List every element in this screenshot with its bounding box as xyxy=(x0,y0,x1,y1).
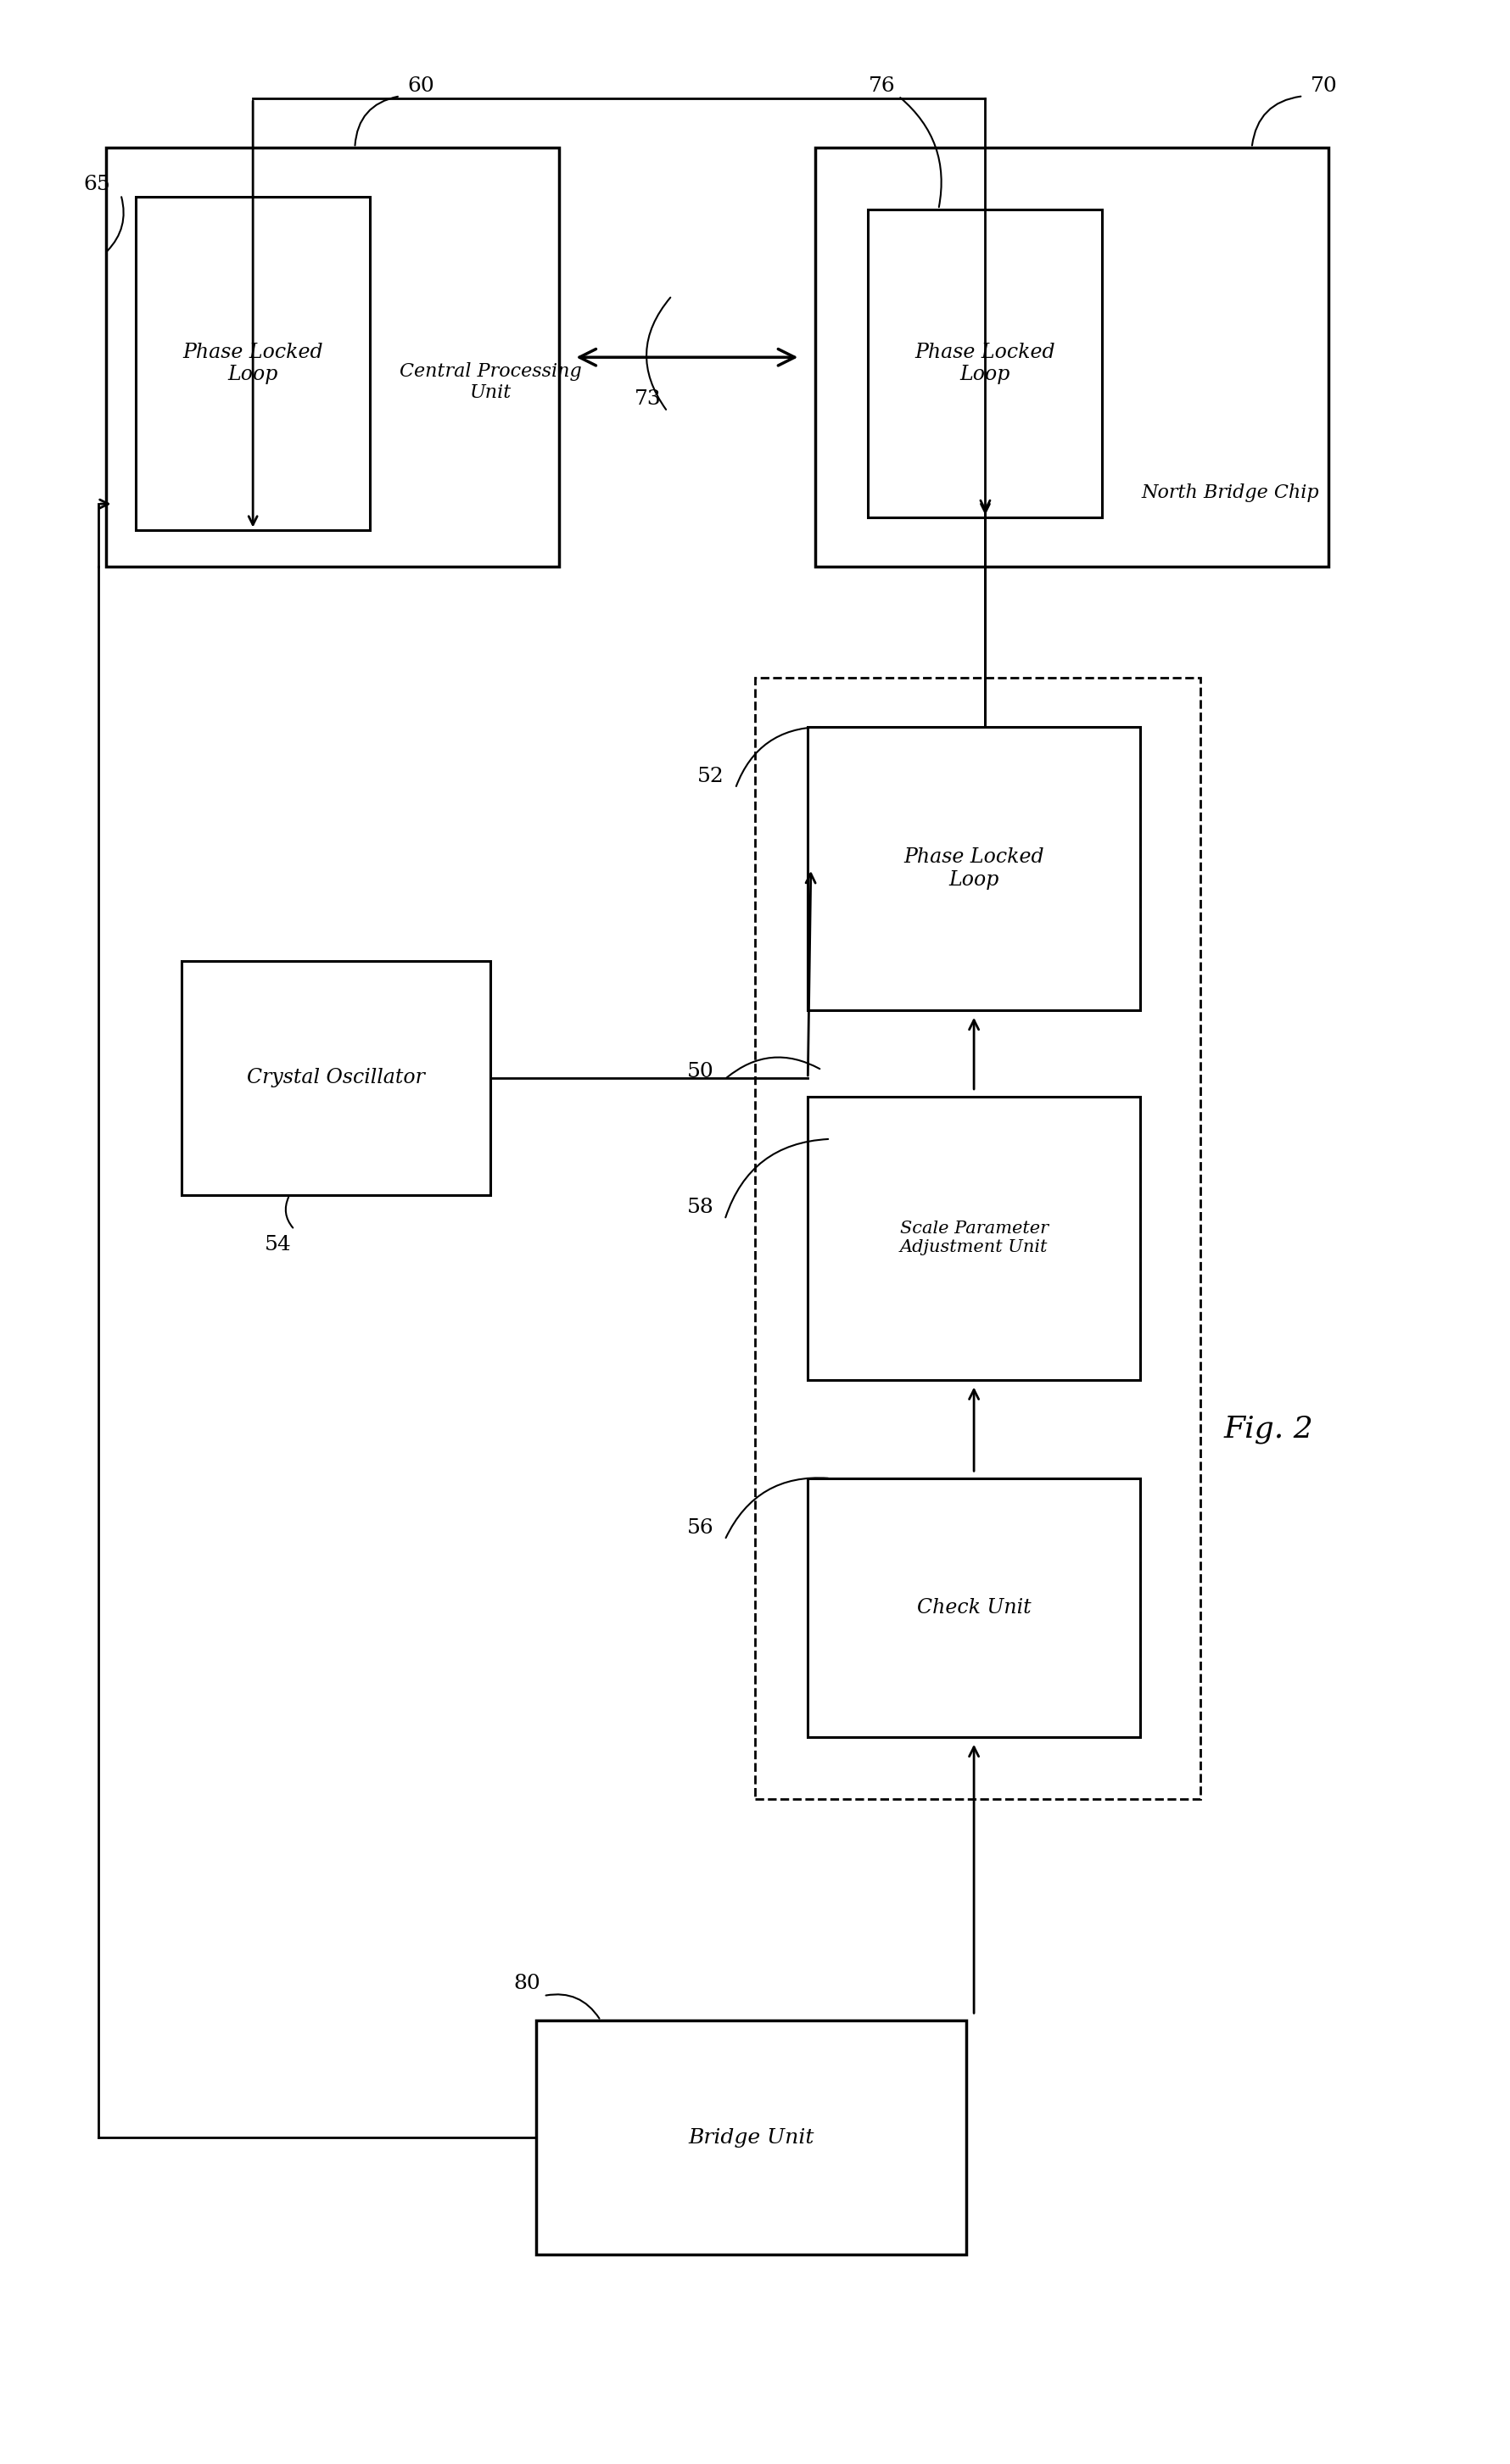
Bar xyxy=(808,727,1140,1010)
Text: Check Unit: Check Unit xyxy=(917,1599,1031,1616)
Bar xyxy=(808,1478,1140,1737)
Bar xyxy=(868,209,1102,517)
Text: Central Processing
Unit: Central Processing Unit xyxy=(400,362,581,402)
Text: 56: 56 xyxy=(687,1518,714,1538)
Bar xyxy=(815,148,1329,567)
Text: North Bridge Chip: North Bridge Chip xyxy=(1142,483,1320,503)
Text: 65: 65 xyxy=(83,175,110,195)
Bar xyxy=(181,961,491,1195)
Bar xyxy=(136,197,370,530)
Bar xyxy=(106,148,559,567)
Bar xyxy=(536,2020,966,2255)
Bar xyxy=(808,1096,1140,1380)
Text: 58: 58 xyxy=(687,1198,714,1217)
Text: 50: 50 xyxy=(687,1062,714,1082)
Text: Bridge Unit: Bridge Unit xyxy=(689,2129,814,2146)
Text: Phase Locked
Loop: Phase Locked Loop xyxy=(183,342,323,384)
Text: 54: 54 xyxy=(264,1234,291,1254)
Text: Phase Locked
Loop: Phase Locked Loop xyxy=(915,342,1055,384)
Text: Scale Parameter
Adjustment Unit: Scale Parameter Adjustment Unit xyxy=(900,1220,1048,1257)
Text: 73: 73 xyxy=(634,389,661,409)
Bar xyxy=(755,678,1200,1799)
Text: 76: 76 xyxy=(868,76,895,96)
Text: 60: 60 xyxy=(408,76,435,96)
Text: Phase Locked
Loop: Phase Locked Loop xyxy=(903,848,1045,890)
Text: Crystal Oscillator: Crystal Oscillator xyxy=(248,1069,424,1087)
Text: 70: 70 xyxy=(1311,76,1338,96)
Text: 52: 52 xyxy=(698,766,725,786)
Text: 80: 80 xyxy=(513,1974,541,1993)
Text: Fig. 2: Fig. 2 xyxy=(1223,1414,1314,1444)
